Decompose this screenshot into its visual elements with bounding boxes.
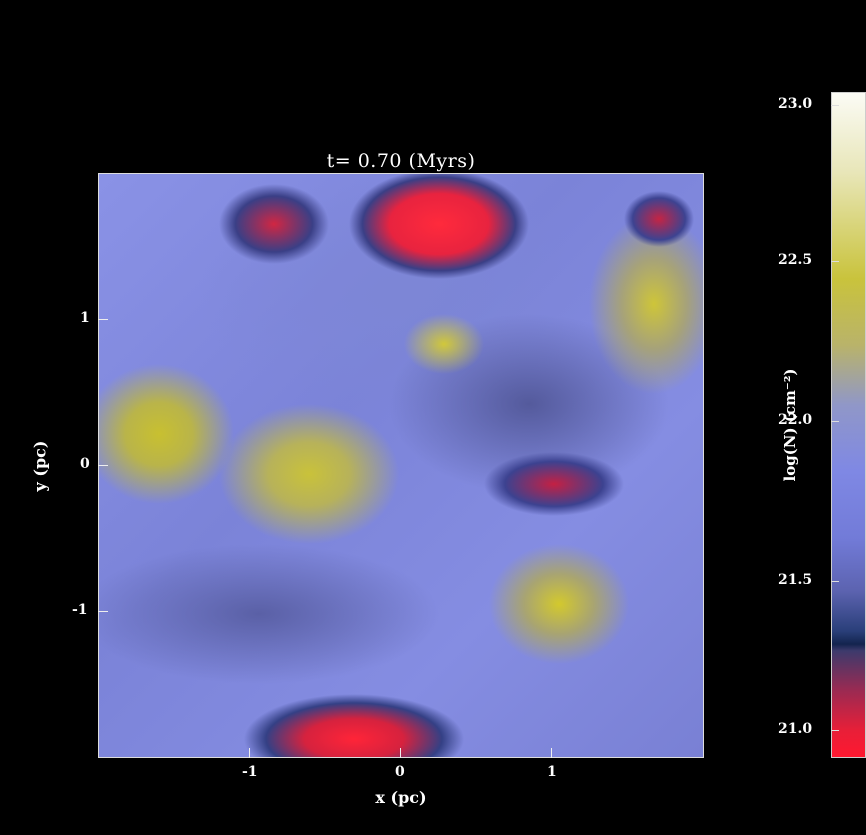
colorbar-tick-label: 21.5 — [778, 572, 813, 588]
colorbar — [831, 92, 866, 758]
x-tick-mark — [249, 748, 250, 758]
x-tick-mark — [551, 748, 552, 758]
colorbar-tick-mark — [831, 730, 839, 731]
colorbar-tick-label: 23.0 — [778, 96, 813, 112]
column-density-map — [98, 173, 704, 758]
y-tick-mark — [98, 611, 108, 612]
y-tick-label: 1 — [80, 310, 90, 326]
colorbar-tick-label: 21.0 — [778, 721, 813, 737]
x-tick-label: 1 — [547, 764, 557, 780]
colorbar-tick-mark — [831, 261, 839, 262]
y-tick-label: 0 — [80, 456, 90, 472]
y-tick-mark — [98, 465, 108, 466]
colorbar-tick-mark — [831, 421, 839, 422]
y-tick-label: -1 — [72, 602, 88, 618]
x-axis-label: x (pc) — [375, 788, 427, 807]
y-tick-mark — [98, 319, 108, 320]
colorbar-tick-mark — [831, 581, 839, 582]
colorbar-tick-label: 22.5 — [778, 252, 813, 268]
colorbar-title: log(N) (cm⁻²) — [781, 368, 799, 482]
x-tick-mark — [400, 748, 401, 758]
colorbar-tick-label: 22.0 — [778, 412, 813, 428]
y-axis-label: y (pc) — [30, 440, 50, 492]
x-tick-label: 0 — [395, 764, 405, 780]
colorbar-tick-mark — [831, 105, 839, 106]
plot-title: t= 0.70 (Myrs) — [326, 150, 476, 172]
x-tick-label: -1 — [242, 764, 258, 780]
